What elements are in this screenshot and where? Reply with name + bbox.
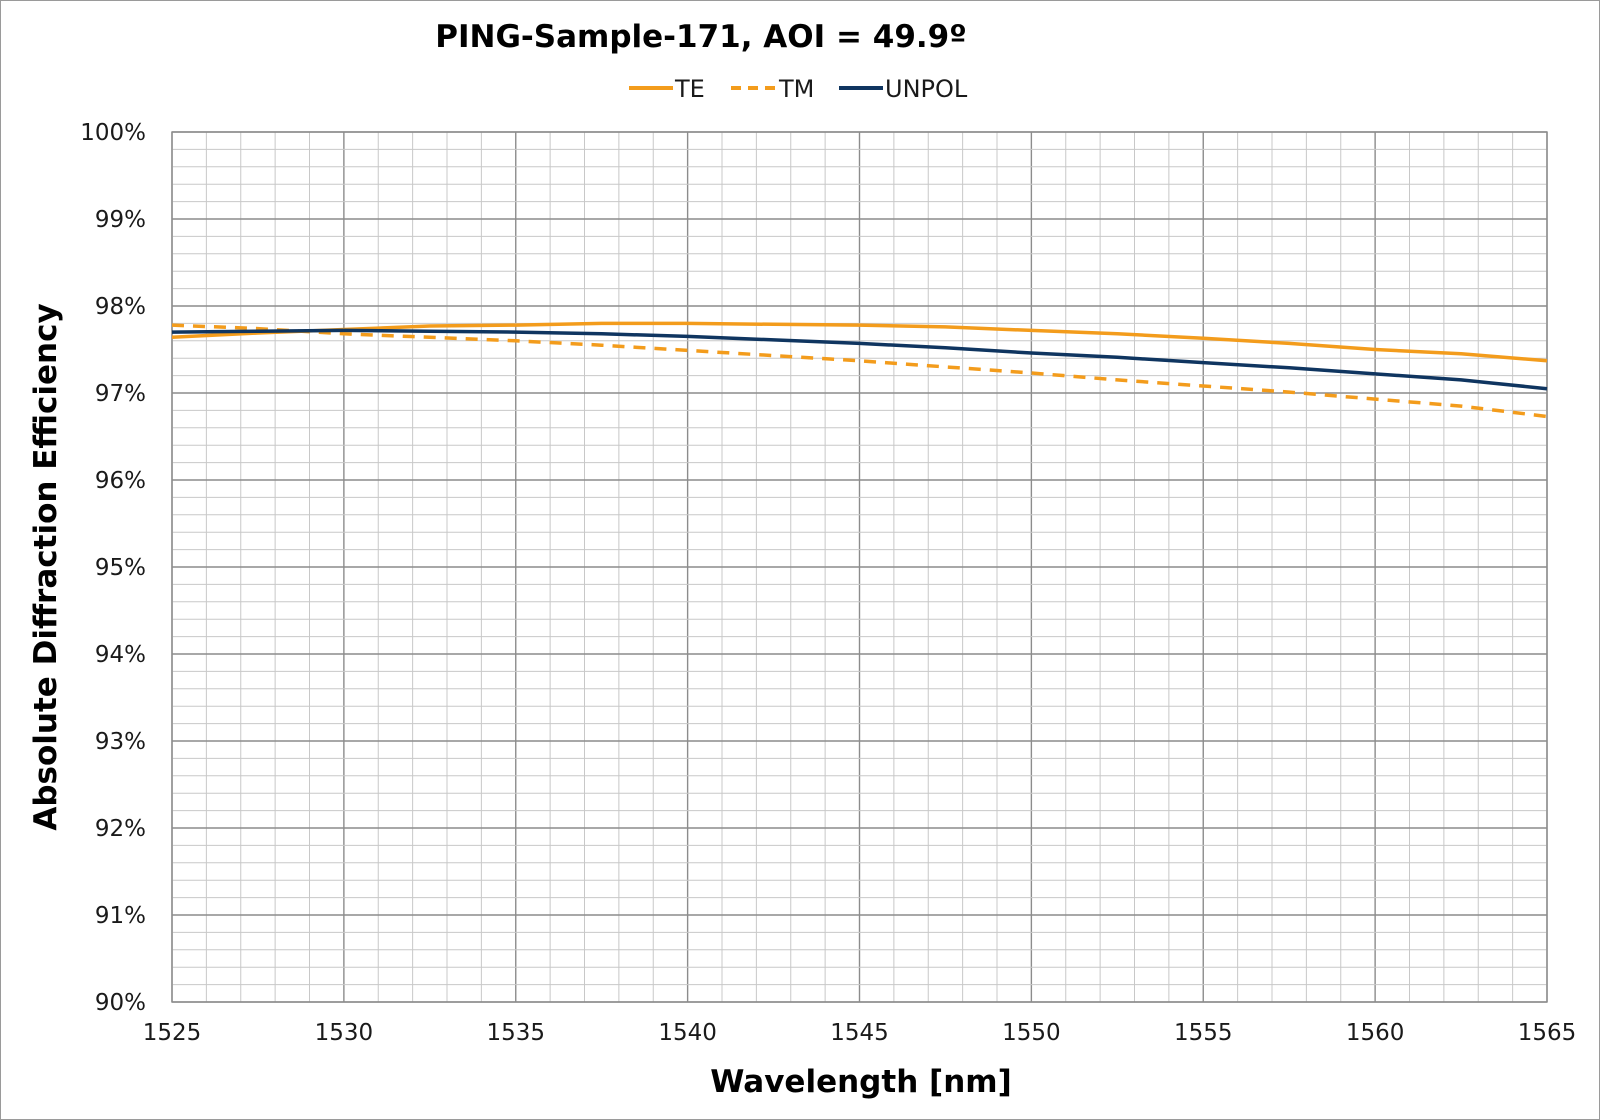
y-tick-label: 96% [95,468,146,494]
y-tick-label: 90% [95,990,146,1016]
legend-te-label: TE [674,75,705,103]
x-tick-label: 1550 [1002,1020,1061,1046]
x-tick-label: 1540 [658,1020,717,1046]
y-tick-label: 95% [95,555,146,581]
plot-border [171,131,1548,1003]
y-tick-label: 97% [95,381,146,407]
x-tick-label: 1530 [315,1020,374,1046]
series-line-unpol [171,328,1548,391]
x-tick-label: 1525 [143,1020,202,1046]
chart-title: PING-Sample-171, AOI = 49.9º [435,19,966,55]
y-tick-label: 92% [95,816,146,842]
y-tick-label: 93% [95,729,146,755]
x-tick-label: 1535 [486,1020,545,1046]
y-tick-label: 98% [95,294,146,320]
y-axis-title: Absolute Diffraction Efficiency [28,303,64,830]
y-tick-label: 100% [80,120,146,146]
legend-tm-label: TM [778,75,814,103]
y-tick-label: 94% [95,642,146,668]
x-tick-labels: 1525 1530 1535 1540 1545 1550 1555 1560 1565 [143,1020,1577,1046]
y-tick-labels: 90% 91% 92% 93% 94% 95% 96% 97% 98% 99% 100% [80,120,146,1016]
x-tick-label: 1565 [1518,1020,1577,1046]
x-tick-label: 1560 [1346,1020,1405,1046]
series-layer [171,321,1548,419]
y-tick-label: 91% [95,903,146,929]
legend-unpol-label: UNPOL [885,75,968,103]
x-tick-label: 1545 [830,1020,889,1046]
x-axis-title: Wavelength [nm] [710,1064,1012,1100]
x-tick-label: 1555 [1174,1020,1233,1046]
series-line-te [171,321,1548,363]
legend: TE TM UNPOL [629,75,968,103]
y-tick-label: 99% [95,207,146,233]
grid [171,131,1548,1003]
